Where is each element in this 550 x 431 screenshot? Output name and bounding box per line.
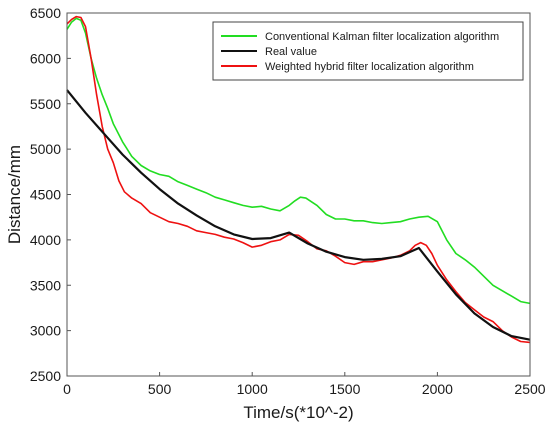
series-line-1	[66, 89, 531, 341]
x-tick-label: 2500	[514, 381, 545, 397]
legend-label: Real value	[265, 46, 317, 58]
y-tick-label: 5500	[30, 96, 61, 112]
y-tick-label: 3000	[30, 323, 61, 339]
y-tick-label: 5000	[30, 141, 61, 157]
x-tick-label: 1000	[237, 381, 268, 397]
x-tick-label: 1500	[329, 381, 360, 397]
x-tick-label: 2000	[422, 381, 453, 397]
legend-label: Conventional Kalman filter localization …	[265, 31, 499, 43]
series-lines	[66, 15, 531, 344]
y-tick-label: 4500	[30, 187, 61, 203]
y-tick-label: 4000	[30, 232, 61, 248]
legend-box	[212, 21, 524, 81]
y-tick-label: 6000	[30, 50, 61, 66]
legend-label: Weighted hybrid filter localization algo…	[265, 61, 474, 73]
x-tick-label: 500	[148, 381, 172, 397]
x-tick-label: 0	[63, 381, 71, 397]
axes: 0 500 1000 1500 2000 2500 2500 3000 3500 4000 4500…	[30, 5, 546, 397]
y-axis-label: Distance/mm	[5, 145, 24, 244]
x-axis-label: Time/s(*10^-2)	[243, 403, 353, 422]
plot-frame	[66, 12, 531, 377]
y-tick-label: 6500	[30, 5, 61, 21]
legend: Conventional Kalman filter localization …	[212, 21, 524, 81]
series-line-2	[66, 15, 531, 344]
y-tick-label: 2500	[30, 368, 61, 384]
series-line-0	[66, 17, 531, 305]
y-tick-label: 3500	[30, 277, 61, 293]
